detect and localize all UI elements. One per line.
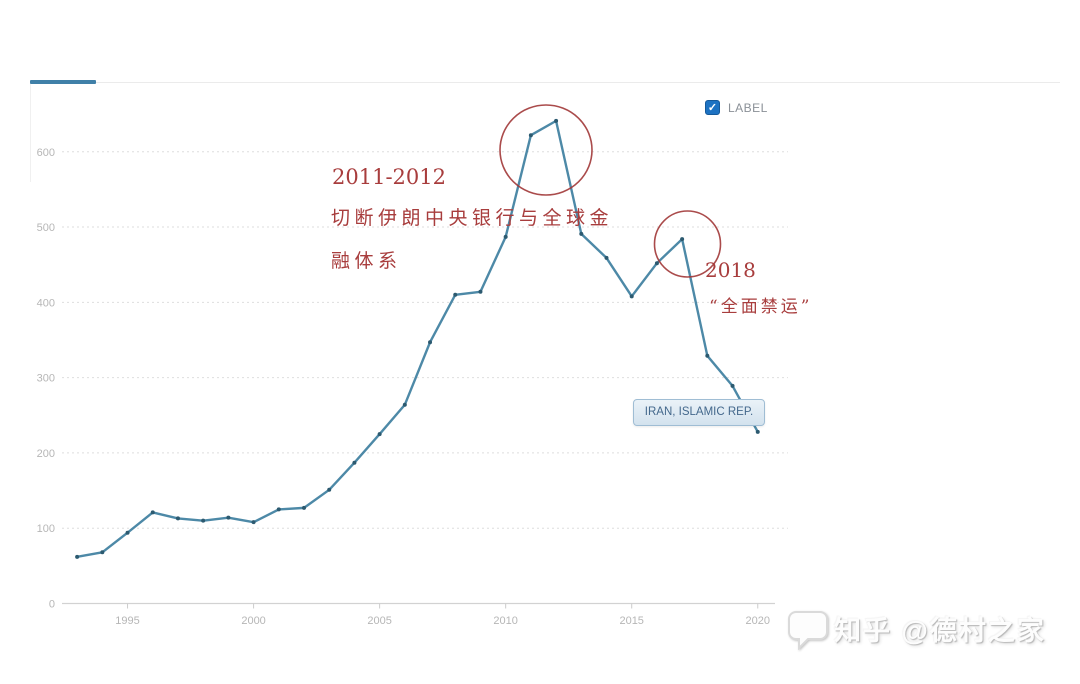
zhihu-speech-bubble-icon xyxy=(788,611,828,650)
annotation-2018-text: “全面禁运” xyxy=(709,297,813,317)
svg-text:300: 300 xyxy=(37,373,55,385)
svg-text:400: 400 xyxy=(37,297,55,309)
annotation-circles xyxy=(499,104,722,278)
svg-text:2015: 2015 xyxy=(619,615,643,627)
active-tab-indicator[interactable] xyxy=(30,80,96,84)
annotation-2011-2012-text-line2: 融体系 xyxy=(331,250,402,272)
annotation-2018-title: 2018 xyxy=(705,258,756,282)
checkbox-check-icon: ✓ xyxy=(707,102,718,114)
svg-text:0: 0 xyxy=(49,599,55,611)
data-series-line[interactable] xyxy=(75,118,760,559)
watermark: 知乎 @德村之家 xyxy=(788,606,1046,650)
panel-top-border xyxy=(30,82,1060,83)
svg-text:2020: 2020 xyxy=(746,615,770,627)
svg-text:2010: 2010 xyxy=(493,615,517,627)
svg-text:200: 200 xyxy=(37,448,55,460)
watermark-text: 知乎 @德村之家 xyxy=(834,615,1046,646)
series-tooltip: IRAN, ISLAMIC REP. xyxy=(633,399,765,426)
gridlines xyxy=(62,151,788,529)
svg-text:2000: 2000 xyxy=(241,615,265,627)
annotation-2011-2012-title: 2011-2012 xyxy=(332,165,446,189)
annotation-2011-2012-text-line1: 切断伊朗中央银行与全球金 xyxy=(331,207,614,229)
legend-label: LABEL xyxy=(728,100,768,115)
legend: ✓ LABEL xyxy=(705,100,768,115)
svg-text:600: 600 xyxy=(37,147,55,159)
label-checkbox[interactable]: ✓ xyxy=(705,100,720,115)
y-axis-labels: 0 100 200 300 400 500 600 xyxy=(37,147,55,611)
svg-text:100: 100 xyxy=(37,523,55,535)
svg-text:1995: 1995 xyxy=(115,615,139,627)
panel-left-border xyxy=(30,82,31,182)
svg-text:2005: 2005 xyxy=(367,615,391,627)
svg-text:500: 500 xyxy=(37,222,55,234)
x-axis xyxy=(62,602,775,609)
x-axis-labels: 1995 2000 2005 2010 2015 2020 xyxy=(115,615,770,627)
